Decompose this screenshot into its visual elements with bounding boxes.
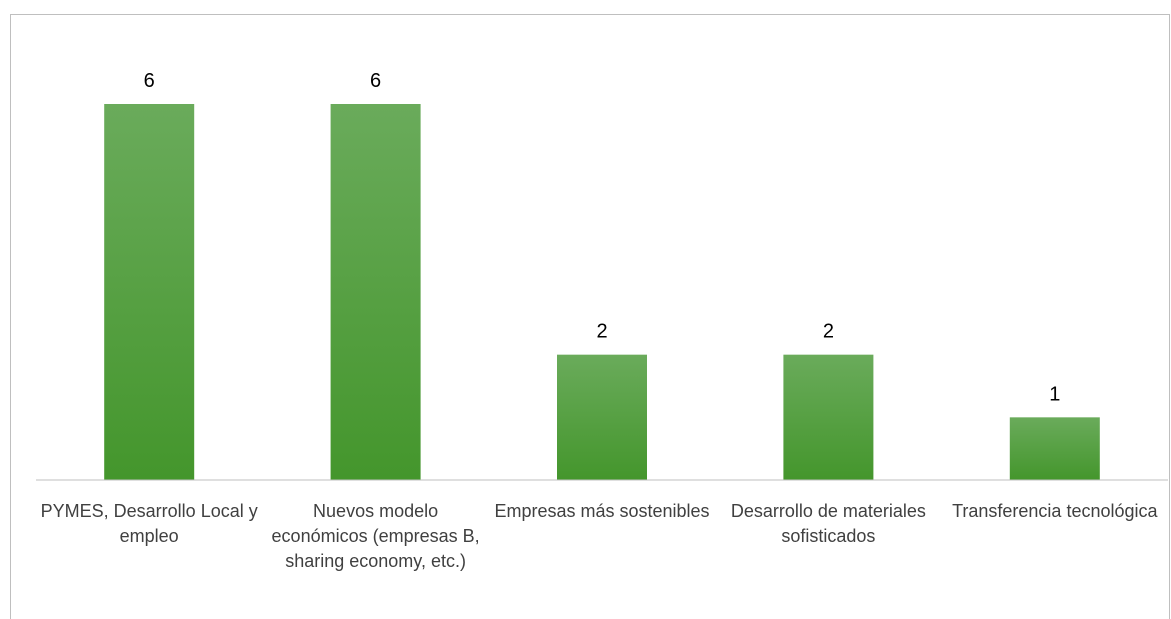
- bar-3: [557, 354, 647, 480]
- category-label-4: Desarrollo de materiales sofisticados: [730, 501, 926, 546]
- category-label-5: Transferencia tecnológica: [952, 501, 1158, 521]
- bar-5: [1009, 417, 1100, 480]
- bar-1: [104, 104, 195, 480]
- data-label-3: 2: [596, 321, 607, 343]
- category-label-1: PYMES, Desarrollo Local y empleo: [40, 501, 258, 546]
- chart-frame: [10, 14, 1170, 619]
- data-label-5: 1: [1049, 383, 1060, 405]
- category-label-3: Empresas más sostenibles: [494, 501, 710, 521]
- bar-4: [783, 354, 874, 480]
- bar-2: [330, 104, 421, 480]
- category-label-2: Nuevos modelo económicos (empresas B, sh…: [271, 501, 480, 571]
- data-label-2: 6: [370, 70, 381, 92]
- data-label-4: 2: [823, 321, 834, 343]
- data-label-1: 6: [144, 70, 155, 92]
